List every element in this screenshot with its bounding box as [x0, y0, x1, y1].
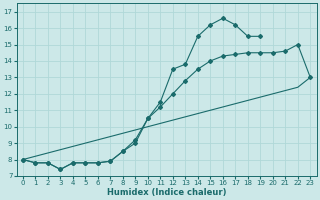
X-axis label: Humidex (Indice chaleur): Humidex (Indice chaleur)	[107, 188, 226, 197]
